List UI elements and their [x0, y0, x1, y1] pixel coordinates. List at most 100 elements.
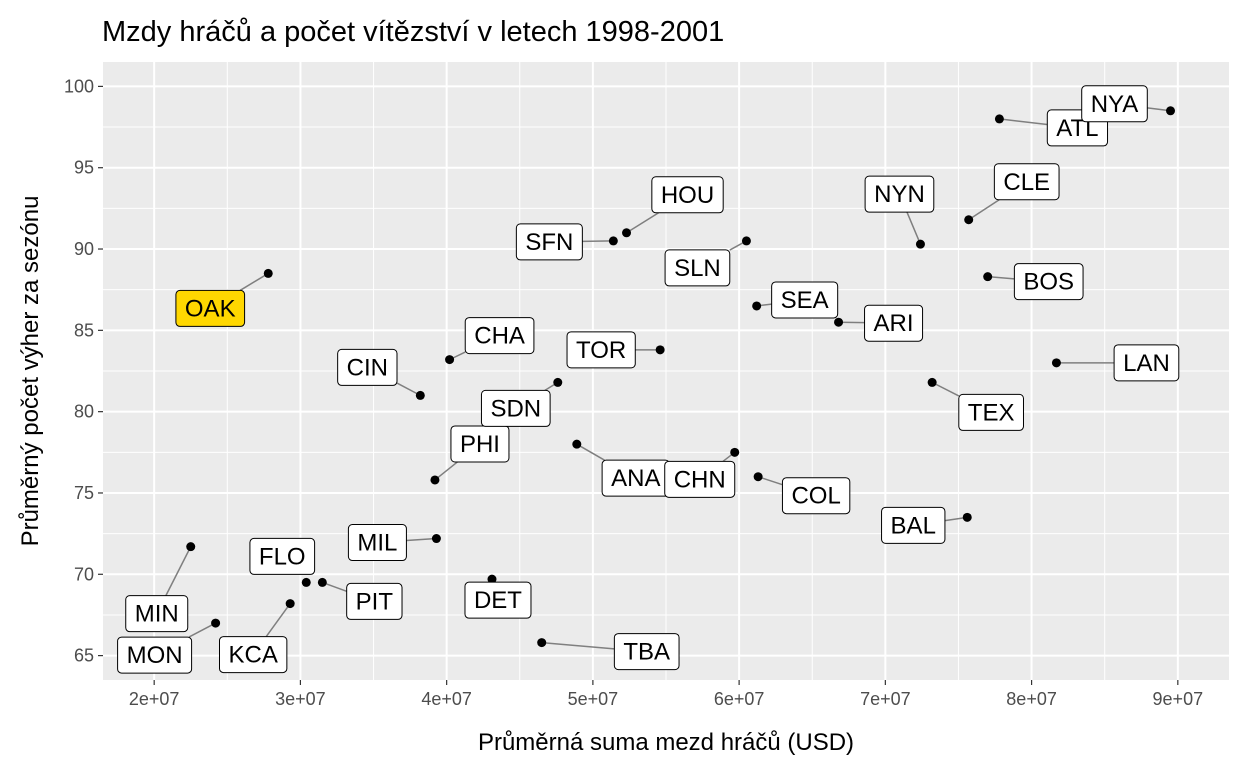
data-point-tex [927, 377, 937, 387]
data-point-sea [752, 301, 762, 311]
data-point-tba [537, 638, 547, 648]
team-label-text: NYN [874, 181, 925, 208]
chart-title: Mzdy hráčů a počet vítězství v letech 19… [102, 16, 724, 48]
team-label-text: ANA [611, 465, 660, 492]
team-label-box [480, 389, 551, 427]
data-point-flo [301, 577, 311, 587]
data-point-atl [994, 114, 1004, 124]
team-label-text: TEX [968, 399, 1015, 426]
data-point-lan [1051, 358, 1061, 368]
team-label-box [464, 317, 535, 355]
team-label-det: DET [464, 581, 532, 619]
team-label-sfn: SFN [515, 223, 583, 261]
team-label-box [664, 249, 731, 287]
data-points [186, 106, 1176, 648]
team-label-text: CHA [474, 323, 525, 350]
x-tick-label: 8e+07 [1006, 689, 1057, 709]
team-label-text: CLE [1003, 169, 1050, 196]
team-label-text: NYA [1091, 91, 1139, 118]
x-tick-label: 4e+07 [421, 689, 472, 709]
team-label-box [613, 633, 680, 671]
team-label-text: SDN [490, 395, 541, 422]
data-point-kca [285, 599, 295, 609]
team-label-text: TOR [576, 337, 626, 364]
label-connector [434, 461, 458, 481]
data-point-nya [1166, 106, 1176, 116]
team-label-box [218, 636, 288, 674]
team-label-oak: OAK [175, 289, 246, 327]
team-label-cle: CLE [993, 163, 1060, 201]
axis-tick-labels: 2e+07 3e+07 4e+07 5e+07 6e+07 7e+07 8e+07 9e+07… [64, 76, 1203, 709]
data-point-chn [730, 447, 740, 457]
team-label-bal: BAL [881, 506, 946, 544]
team-labels: OAK MIN MON KCA FLO PIT MIL PHI CIN CHA DET TBA SDN A… [117, 85, 1180, 674]
data-point-bos [983, 272, 993, 282]
team-label-text: TBA [623, 639, 670, 666]
team-label-bos: BOS [1013, 263, 1084, 301]
team-label-chn: CHN [664, 460, 736, 498]
team-label-box [249, 537, 316, 575]
x-tick-label: 6e+07 [714, 689, 765, 709]
y-tick-label: 65 [74, 646, 94, 666]
label-connector [931, 381, 960, 397]
y-axis-title: Průměrný počet výher za sezónu [17, 196, 44, 547]
data-point-mon [211, 618, 221, 628]
team-label-box [993, 163, 1060, 201]
team-label-text: HOU [661, 182, 714, 209]
y-tick-label: 100 [64, 76, 94, 96]
team-label-text: LAN [1123, 350, 1170, 377]
axis-ticks [98, 85, 1179, 685]
team-label-box [1013, 263, 1084, 301]
data-point-cha [445, 355, 455, 365]
x-tick-label: 3e+07 [275, 689, 326, 709]
team-label-text: MIN [135, 601, 179, 628]
x-tick-label: 5e+07 [568, 689, 619, 709]
team-label-text: SEA [781, 287, 829, 314]
team-label-sea: SEA [771, 281, 839, 319]
minor-gridlines [103, 62, 1229, 680]
label-connector [576, 443, 605, 461]
data-point-bal [962, 512, 972, 522]
data-point-oak [263, 268, 273, 278]
x-tick-label: 7e+07 [860, 689, 911, 709]
team-label-box [175, 289, 246, 327]
team-label-text: FLO [259, 543, 306, 570]
team-label-pit: PIT [346, 582, 403, 620]
data-point-sln [741, 236, 751, 246]
team-label-tex: TEX [958, 393, 1024, 431]
team-label-text: SFN [525, 229, 573, 256]
team-label-box [125, 595, 189, 633]
team-label-text: PHI [460, 431, 500, 458]
team-label-box [1081, 85, 1148, 123]
team-label-cha: CHA [464, 317, 535, 355]
data-point-sdn [553, 377, 563, 387]
team-label-box [566, 331, 636, 369]
data-point-nyn [915, 239, 925, 249]
team-label-kca: KCA [218, 636, 288, 674]
y-tick-label: 70 [74, 564, 94, 584]
label-connector [239, 272, 269, 292]
team-label-sln: SLN [664, 249, 731, 287]
team-label-lan: LAN [1113, 344, 1180, 382]
data-point-min [186, 542, 196, 552]
team-label-box [337, 348, 398, 386]
label-connector [188, 622, 216, 638]
team-label-text: MIL [357, 530, 397, 557]
team-label-box [515, 223, 583, 261]
team-label-nyn: NYN [864, 175, 935, 213]
team-label-box [881, 506, 946, 544]
y-tick-label: 85 [74, 320, 94, 340]
label-connector [968, 199, 1000, 221]
team-label-ana: ANA [601, 459, 670, 497]
team-label-box [117, 636, 193, 674]
data-point-phi [430, 475, 440, 485]
data-point-mil [431, 534, 441, 544]
y-tick-label: 80 [74, 402, 94, 422]
team-label-text: OAK [185, 295, 236, 322]
team-label-text: KCA [228, 642, 277, 669]
data-point-sfn [608, 236, 618, 246]
team-label-box [651, 176, 724, 214]
team-label-col: COL [781, 477, 851, 515]
team-label-box [450, 425, 510, 463]
